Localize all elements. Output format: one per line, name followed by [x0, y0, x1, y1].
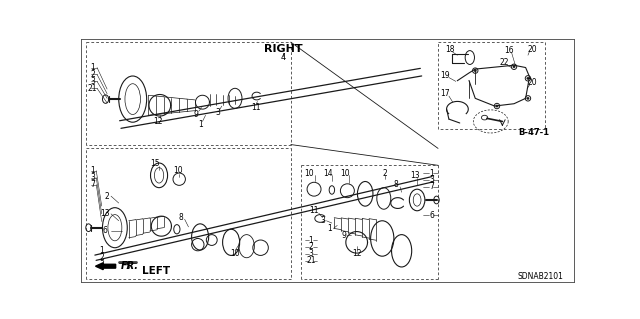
Text: 19: 19 [440, 71, 450, 80]
Text: 11: 11 [309, 206, 319, 215]
Text: 10: 10 [230, 249, 240, 258]
Text: 21: 21 [88, 84, 97, 93]
Text: SDNAB2101: SDNAB2101 [518, 272, 564, 281]
Text: 3: 3 [90, 77, 95, 86]
Text: 3: 3 [429, 175, 435, 184]
Text: 21: 21 [306, 256, 316, 265]
Text: 10: 10 [305, 168, 314, 178]
Text: 12: 12 [153, 117, 163, 126]
Text: 1: 1 [99, 246, 104, 255]
Circle shape [527, 77, 529, 79]
Text: 12: 12 [353, 249, 362, 258]
Text: 3: 3 [216, 108, 220, 117]
Text: LEFT: LEFT [142, 266, 170, 276]
Text: 15: 15 [150, 159, 160, 167]
Text: 7: 7 [429, 182, 435, 191]
Text: 13: 13 [100, 209, 109, 218]
Circle shape [513, 66, 515, 68]
Text: 8: 8 [394, 180, 399, 189]
Text: 2: 2 [90, 70, 95, 79]
Text: 3: 3 [99, 260, 104, 269]
Text: 2: 2 [105, 192, 109, 201]
Text: 20: 20 [527, 45, 536, 54]
Text: 5: 5 [125, 263, 131, 271]
Text: 6: 6 [429, 211, 435, 220]
Text: 6: 6 [102, 226, 108, 235]
Text: 20: 20 [527, 78, 536, 87]
Text: 17: 17 [440, 89, 450, 98]
Circle shape [474, 70, 476, 72]
Text: 4: 4 [280, 53, 285, 62]
Text: B-47-1: B-47-1 [518, 128, 549, 137]
Text: 2: 2 [308, 242, 314, 251]
Text: 9: 9 [194, 110, 198, 119]
Text: 2: 2 [99, 253, 104, 262]
Text: 14: 14 [323, 168, 333, 178]
Text: 1: 1 [198, 120, 202, 129]
Text: 22: 22 [499, 58, 509, 67]
Text: 3: 3 [308, 249, 314, 258]
Text: 13: 13 [410, 171, 420, 180]
Text: FR.: FR. [120, 261, 138, 271]
Circle shape [496, 105, 498, 107]
Text: 1: 1 [429, 168, 434, 178]
Text: 2: 2 [382, 168, 387, 178]
Text: 3: 3 [320, 216, 325, 225]
Text: 1: 1 [327, 224, 332, 233]
FancyArrow shape [95, 263, 116, 270]
Text: 3: 3 [90, 173, 95, 182]
Text: 1: 1 [90, 63, 95, 72]
Text: 18: 18 [445, 45, 454, 54]
Circle shape [527, 97, 529, 100]
Text: 1: 1 [308, 235, 314, 245]
Text: 7: 7 [90, 180, 95, 189]
Text: 11: 11 [251, 103, 260, 112]
Text: RIGHT: RIGHT [264, 44, 302, 54]
Text: 1: 1 [90, 166, 95, 175]
Text: 9: 9 [341, 231, 346, 240]
Text: 10: 10 [173, 166, 182, 175]
Text: 8: 8 [179, 213, 183, 222]
Text: 16: 16 [504, 46, 513, 55]
Text: 10: 10 [340, 168, 350, 178]
